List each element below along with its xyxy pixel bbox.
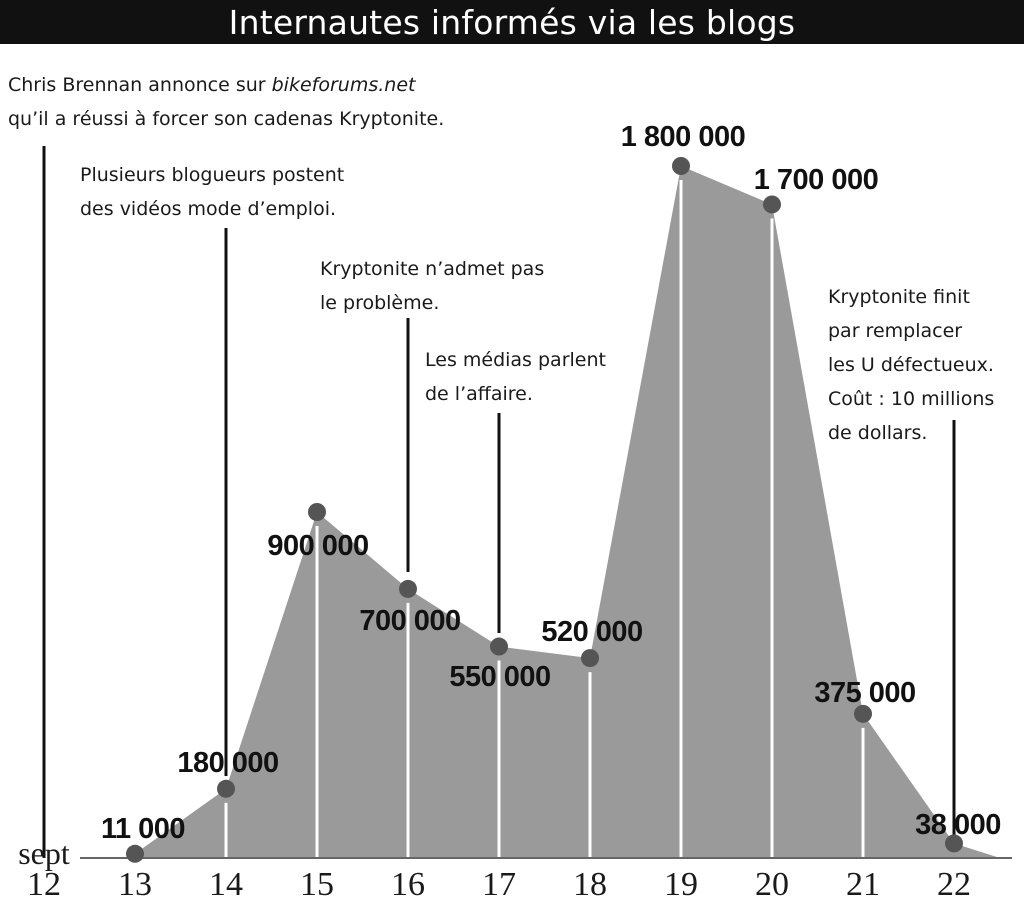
annotation-remplacement: Kryptonite finit par remplacer les U défec… [828,280,994,450]
x-tick-label-13: 13 [118,866,152,903]
x-tick-label-18: 18 [573,866,607,903]
annotation-line: Kryptonite n’admet pas [320,258,545,280]
annotation-kryptonite-nadmet: Kryptonite n’admet pas le problème. [320,252,544,320]
annotation-line: Kryptonite finit [828,286,970,308]
value-label-19: 1 800 000 [621,121,746,153]
data-point-19 [672,157,690,175]
annotation-text: Chris Brennan annonce sur [8,74,272,96]
x-tick-label-21: 21 [846,866,880,903]
annotation-line: de l’affaire. [425,383,533,405]
value-label-22: 38 000 [915,809,1001,841]
data-point-21 [854,704,872,723]
annotation-line: qu’il a réussi à forcer son cadenas Kryp… [8,108,445,130]
area-fill [135,166,1000,858]
annotation-line: le problème. [320,292,440,314]
annotation-line: Les médias parlent [425,349,606,371]
x-tick-label-16: 16 [391,866,425,903]
x-tick-label-15: 15 [300,866,334,903]
annotation-line: les U défectueux. [828,354,994,376]
data-point-15 [308,503,326,521]
data-point-13 [126,844,144,863]
annotation-line: Coût : 10 millions [828,388,995,410]
x-tick-label-22: 22 [937,866,971,903]
value-label-18: 520 000 [541,616,642,648]
x-tick-label-19: 19 [664,866,698,903]
data-point-16 [399,579,417,598]
value-label-15: 900 000 [267,530,368,562]
value-label-17: 550 000 [449,661,550,693]
title-bar: Internautes informés via les blogs [0,0,1024,44]
data-point-22 [945,834,963,853]
annotation-line: de dollars. [828,422,928,444]
annotation-brennan: Chris Brennan annonce sur bikeforums.net… [8,68,444,136]
x-tick-label-14: 14 [209,866,243,903]
x-tick-label-20: 20 [755,866,789,903]
annotation-line: par remplacer [828,320,963,342]
annotation-videos: Plusieurs blogueurs postent des vidéos mo… [80,158,344,226]
data-point-20 [763,195,781,214]
chart-title: Internautes informés via les blogs [228,2,796,42]
data-point-18 [581,649,599,668]
data-point-14 [217,779,235,798]
value-label-20: 1 700 000 [754,164,879,196]
x-axis-month-label: sept [18,835,70,871]
annotation-line: Chris Brennan annonce sur bikeforums.net [8,68,444,102]
annotation-medias: Les médias parlent de l’affaire. [425,343,606,411]
annotation-line: des vidéos mode d’emploi. [80,198,337,220]
x-tick-label-12: 12 [27,866,61,903]
x-tick-label-17: 17 [482,866,516,903]
value-label-13: 11 000 [101,813,185,845]
value-label-21: 375 000 [814,677,915,709]
value-label-14: 180 000 [177,747,278,779]
annotation-site-name: bikeforums.net [271,74,416,96]
value-label-16: 700 000 [359,605,460,637]
annotation-line: Plusieurs blogueurs postent [80,164,345,186]
data-point-17 [490,637,508,656]
